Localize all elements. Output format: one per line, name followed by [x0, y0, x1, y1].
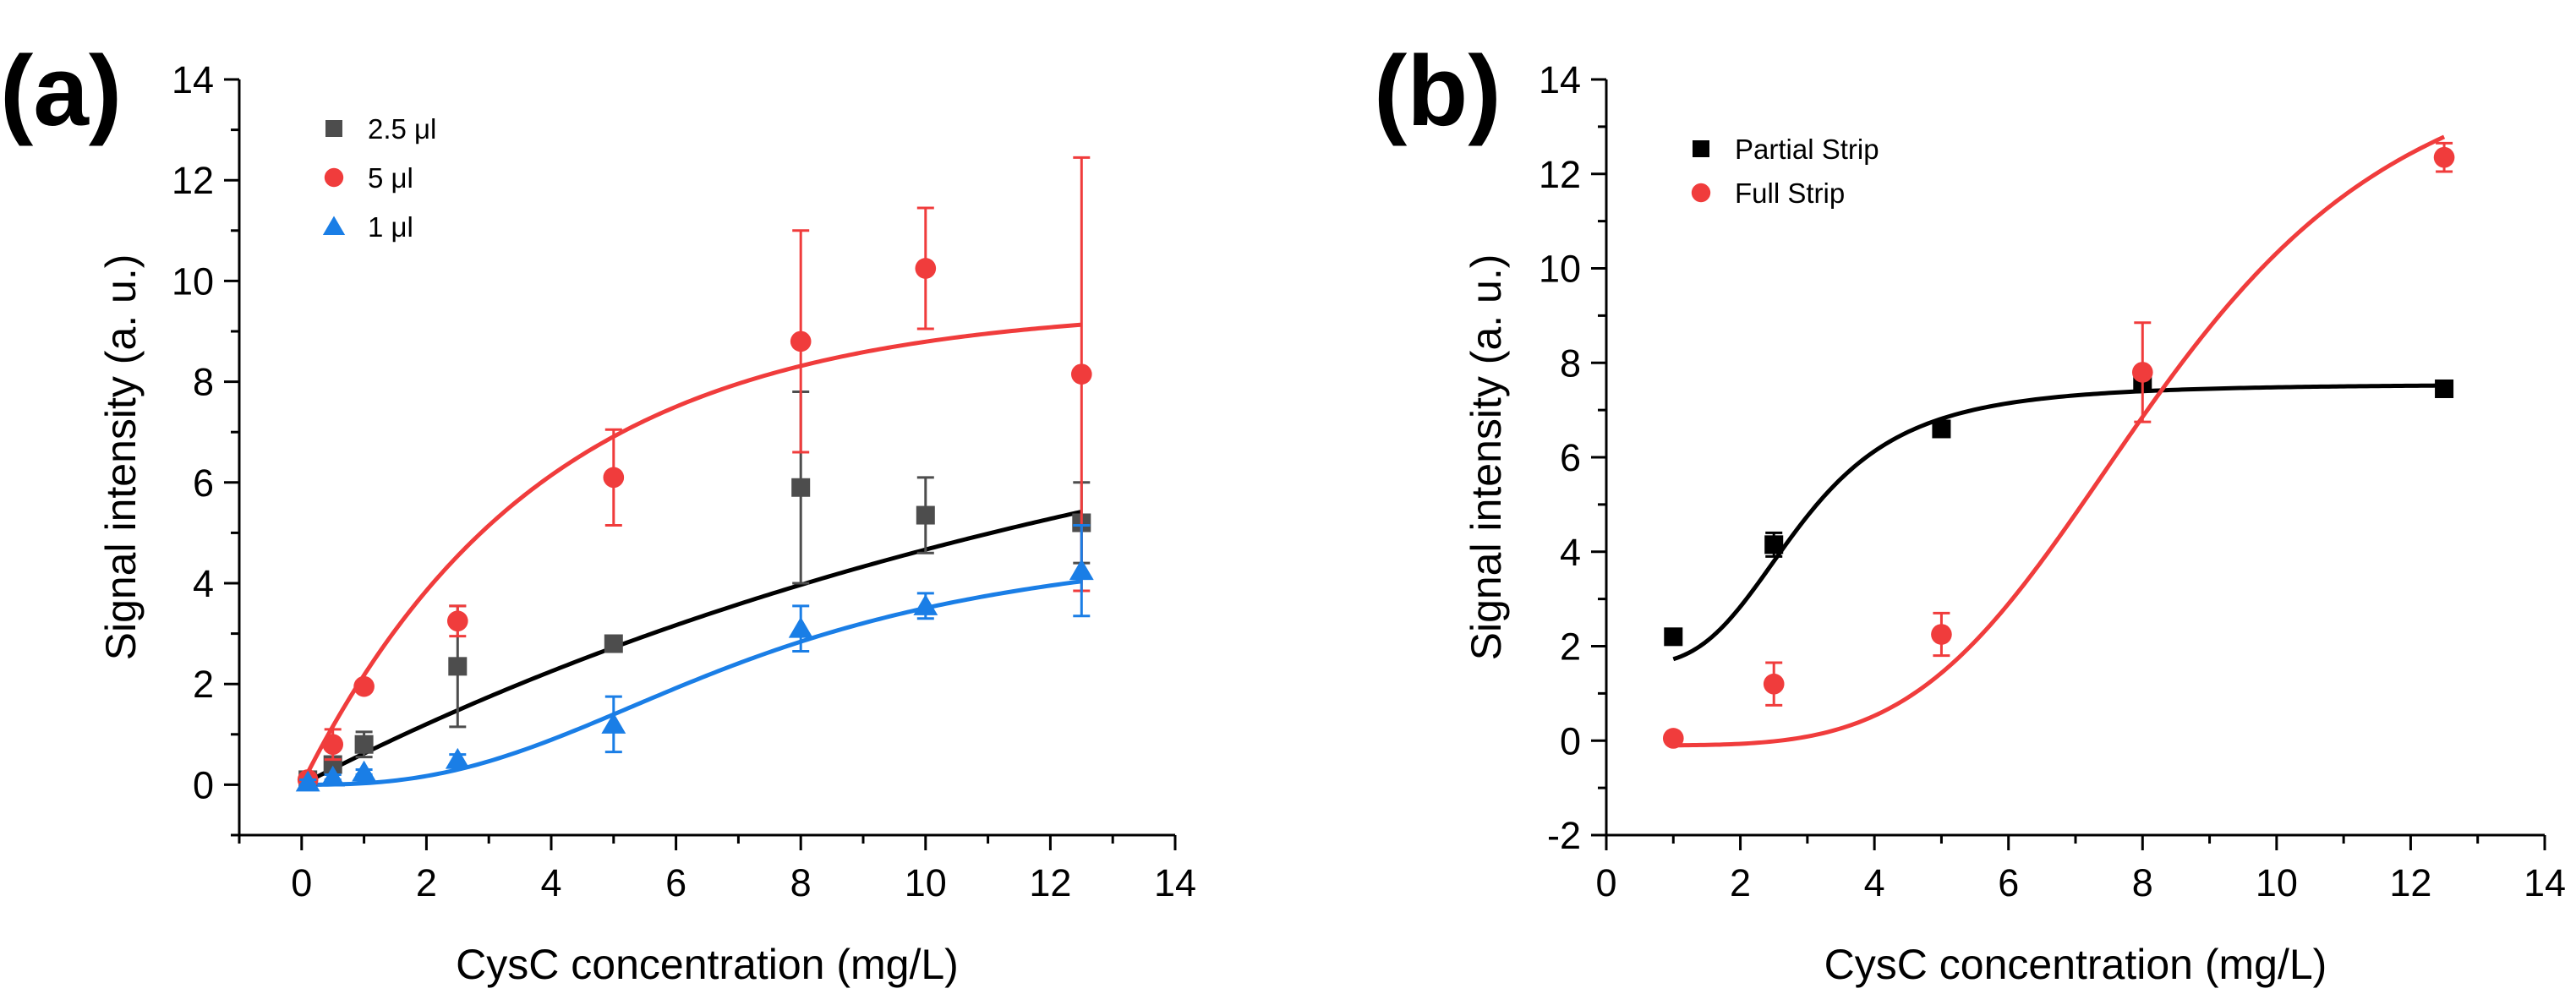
- data-point: [448, 657, 468, 676]
- x-tick-label: 8: [790, 861, 812, 904]
- y-tick-label: 6: [193, 462, 214, 505]
- legend-label: Partial Strip: [1735, 134, 1879, 165]
- y-tick-label: 6: [1560, 436, 1581, 479]
- y-tick-label: 10: [1539, 248, 1581, 291]
- y-tick-label: 8: [1560, 341, 1581, 385]
- panel-label: (b): [1374, 36, 1501, 147]
- data-point: [604, 634, 623, 653]
- data-point: [2435, 379, 2454, 398]
- data-point: [788, 616, 813, 638]
- data-point: [790, 330, 812, 352]
- y-tick-label: 0: [193, 763, 214, 806]
- x-tick-label: 2: [1730, 861, 1751, 904]
- panel-a: (a) 0 2 4 6 8 10 12 14 0 2 4 6 8 10 12 14 CysC concentrat…: [0, 36, 1196, 988]
- fit-curve: [1672, 383, 2445, 662]
- y-axis-label: Signal intensity (a. u.): [1463, 254, 1510, 661]
- x-tick-label: 6: [665, 861, 686, 904]
- data-point: [2433, 146, 2455, 168]
- legend-label: 2.5 μl: [368, 113, 436, 145]
- data-point: [916, 505, 935, 525]
- x-tick-label: 12: [1029, 861, 1071, 904]
- data-point: [320, 765, 346, 787]
- legend-marker: [325, 120, 342, 137]
- fit-curve: [1673, 134, 2446, 748]
- x-tick-label: 10: [905, 861, 947, 904]
- data-point: [915, 258, 937, 279]
- legend-marker: [1691, 183, 1711, 203]
- legend-label: 1 μl: [368, 211, 413, 243]
- x-tick-label: 4: [540, 861, 561, 904]
- data-point: [1069, 559, 1094, 581]
- y-tick-label: 10: [172, 259, 214, 303]
- data-point: [295, 770, 320, 792]
- data-point: [354, 735, 374, 754]
- data-point: [791, 478, 811, 497]
- data-point: [1070, 363, 1092, 385]
- x-tick-label: 14: [2524, 861, 2566, 904]
- data-point: [1764, 535, 1784, 554]
- legend-marker: [1693, 140, 1709, 157]
- data-point: [601, 713, 626, 734]
- x-tick-label: 8: [2132, 861, 2153, 904]
- data-point: [445, 747, 470, 769]
- x-tick-label: 12: [2389, 861, 2431, 904]
- data-point: [1932, 419, 1951, 439]
- data-point: [913, 594, 938, 615]
- data-point: [1664, 627, 1683, 647]
- data-point: [1662, 728, 1684, 749]
- x-tick-label: 4: [1864, 861, 1885, 904]
- x-tick-label: 10: [2256, 861, 2298, 904]
- x-axis-label: CysC concentration (mg/L): [456, 941, 959, 988]
- panel-label: (a): [0, 36, 122, 147]
- x-tick-label: 6: [1998, 861, 2019, 904]
- data-point: [353, 675, 375, 697]
- data-point: [352, 760, 377, 782]
- data-point: [603, 467, 625, 489]
- y-tick-label: 14: [1539, 58, 1581, 101]
- data-point: [322, 734, 344, 756]
- y-tick-label: 0: [1560, 719, 1581, 762]
- data-point: [1931, 624, 1952, 645]
- y-tick-label: 12: [172, 159, 214, 202]
- data-point: [2131, 362, 2153, 383]
- panel-b: (b) 0 2 4 6 8 10 12 14 -2 0 2 4 6 8 10 12 14 CysC concentr…: [1374, 36, 2566, 988]
- x-tick-label: 2: [416, 861, 437, 904]
- fit-curve: [305, 322, 1082, 774]
- y-tick-label: -2: [1547, 814, 1581, 857]
- x-tick-label: 0: [291, 861, 312, 904]
- x-axis-label: CysC concentration (mg/L): [1824, 941, 2327, 988]
- legend-marker: [322, 216, 346, 235]
- fit-curve: [308, 579, 1082, 787]
- legend-label: 5 μl: [368, 162, 413, 194]
- y-tick-label: 2: [1560, 625, 1581, 669]
- y-tick-label: 12: [1539, 153, 1581, 196]
- x-tick-label: 14: [1154, 861, 1196, 904]
- y-tick-label: 2: [193, 663, 214, 706]
- legend-label: Full Strip: [1735, 178, 1845, 209]
- legend-marker: [324, 167, 344, 188]
- fit-curve: [307, 509, 1082, 784]
- data-point: [1763, 673, 1785, 695]
- y-tick-label: 8: [193, 361, 214, 404]
- x-tick-label: 0: [1595, 861, 1616, 904]
- y-tick-label: 4: [193, 562, 214, 605]
- y-axis-label: Signal intensity (a. u.): [97, 254, 145, 661]
- y-tick-label: 14: [172, 58, 214, 101]
- data-point: [446, 610, 468, 632]
- y-tick-label: 4: [1560, 531, 1581, 574]
